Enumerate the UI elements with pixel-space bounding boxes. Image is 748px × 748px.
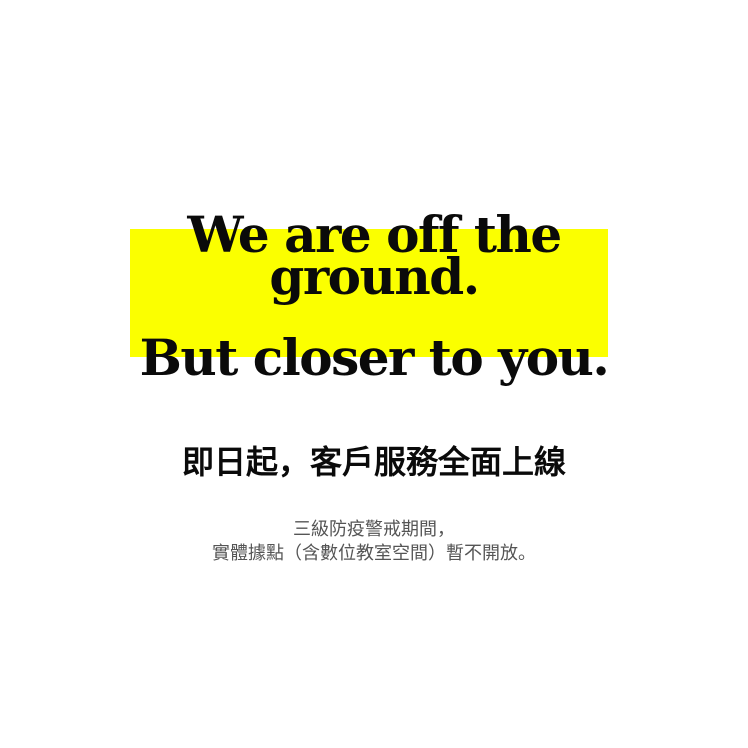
- notice-line-1: 三級防疫警戒期間，: [293, 519, 455, 540]
- yellow-highlight-block: [130, 229, 608, 357]
- headline-line-2: ground.: [269, 247, 480, 306]
- notice-line-2: 實體據點（含數位教室空間）暫不開放。: [212, 543, 536, 564]
- headline-line-3: But closer to you.: [139, 328, 610, 387]
- service-online-heading: 即日起，客戶服務全面上線: [181, 443, 566, 481]
- headline-line-1: We are off the: [187, 205, 562, 264]
